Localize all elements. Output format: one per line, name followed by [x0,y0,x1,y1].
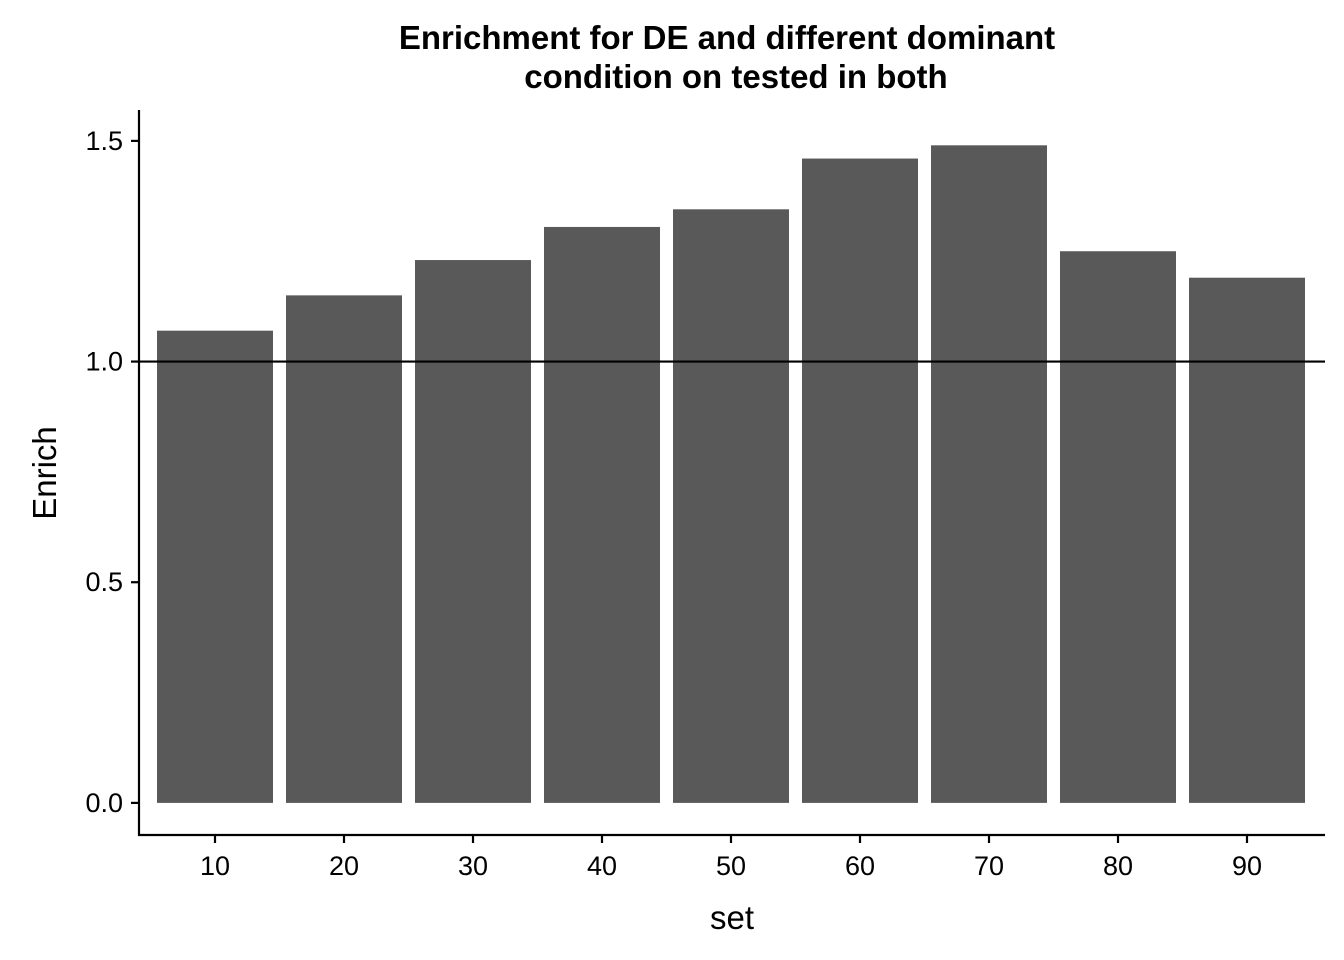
x-tick-label: 50 [716,851,746,881]
y-axis-title: Enrich [26,426,63,520]
bar-70 [931,145,1047,803]
chart-title: Enrichment for DE and different dominant… [399,19,1055,95]
y-tick-label: 0.5 [85,567,123,597]
bars [157,145,1305,803]
bar-50 [673,209,789,803]
x-tick-label: 10 [200,851,230,881]
x-tick-label: 70 [974,851,1004,881]
bar-40 [544,226,660,803]
bar-90 [1189,277,1305,803]
y-tick-label: 1.0 [85,347,123,377]
chart-title-line-1: Enrichment for DE and different dominant [399,19,1055,56]
x-tick-label: 30 [458,851,488,881]
x-tick-label: 40 [587,851,617,881]
x-tick-label: 80 [1103,851,1133,881]
chart-title-line-2: condition on tested in both [524,58,947,95]
y-tick-label: 1.5 [85,126,123,156]
x-tick-label: 90 [1232,851,1262,881]
bar-10 [157,330,273,803]
y-axis-ticks: 0.0 0.5 1.0 1.5 [85,126,139,818]
y-tick-label: 0.0 [85,788,123,818]
x-tick-label: 20 [329,851,359,881]
bar-80 [1060,251,1176,803]
x-axis-title: set [710,899,754,936]
bar-60 [802,158,918,803]
bar-30 [415,260,531,803]
bar-20 [286,295,402,803]
x-axis-ticks: 10 20 30 40 50 60 70 80 90 [200,835,1262,881]
x-tick-label: 60 [845,851,875,881]
